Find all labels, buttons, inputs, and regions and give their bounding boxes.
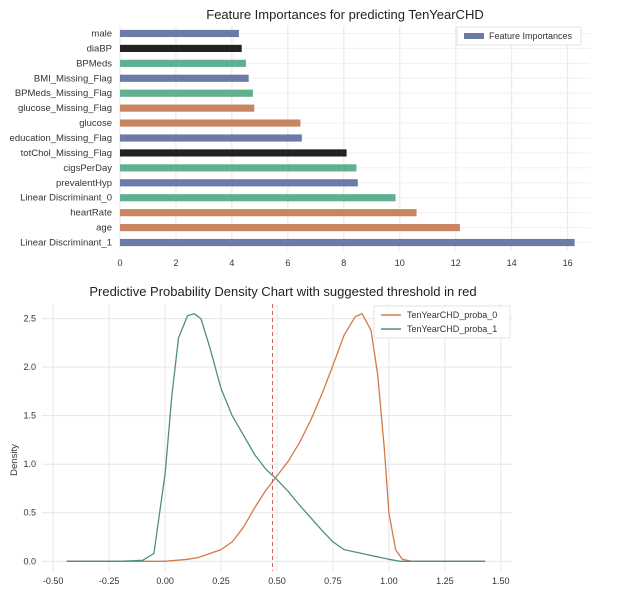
chart1-legend-label: Feature Importances xyxy=(489,31,573,41)
chart2-ytick-label: 2.0 xyxy=(23,362,36,372)
chart2-ylabel: Density xyxy=(9,444,20,476)
chart2-ytick-label: 0.5 xyxy=(23,508,36,518)
chart1-legend: Feature Importances xyxy=(456,26,582,46)
chart1-category-label: Linear Discriminant_0 xyxy=(20,193,112,204)
legend-label-proba-1: TenYearCHD_proba_1 xyxy=(407,324,497,334)
density-line-tenyearchd-proba-0 xyxy=(66,313,486,562)
bar-bmi-missing-flag xyxy=(120,74,249,82)
chart2-legend: TenYearCHD_proba_0 TenYearCHD_proba_1 xyxy=(373,305,511,339)
chart1-title: Feature Importances for predicting TenYe… xyxy=(206,7,483,22)
chart2-ytick-label: 1.5 xyxy=(23,411,36,421)
probability-density-chart: Predictive Probability Density Chart wit… xyxy=(9,284,512,586)
chart2-title: Predictive Probability Density Chart wit… xyxy=(89,284,476,299)
chart1-xtick-label: 10 xyxy=(395,258,405,268)
bar-age xyxy=(120,224,460,232)
bar-linear-discriminant-1 xyxy=(120,238,575,247)
chart1-xtick-label: 16 xyxy=(563,258,573,268)
feature-importance-chart: Feature Importances for predicting TenYe… xyxy=(10,7,590,268)
chart2-xtick-label: 1.25 xyxy=(436,576,454,586)
bar-linear-discriminant-0 xyxy=(120,194,396,202)
bar-male xyxy=(120,29,239,38)
chart1-xtick-label: 12 xyxy=(451,258,461,268)
chart1-xtick-label: 0 xyxy=(117,258,122,268)
bar-cigsperday xyxy=(120,164,357,172)
chart1-category-label: Linear Discriminant_1 xyxy=(20,238,112,249)
chart1-category-label: education_Missing_Flag xyxy=(10,133,112,144)
bar-totchol-missing-flag xyxy=(120,149,347,157)
bar-diabp xyxy=(120,44,242,52)
chart1-xtick-label: 4 xyxy=(229,258,234,268)
chart2-xtick-label: 0.00 xyxy=(156,576,174,586)
chart1-category-label: male xyxy=(91,28,112,39)
chart2-xtick-label: -0.50 xyxy=(43,576,64,586)
chart1-category-label: BMI_Missing_Flag xyxy=(34,73,112,84)
chart1-category-label: BPMeds_Missing_Flag xyxy=(15,88,112,99)
bar-education-missing-flag xyxy=(120,134,302,142)
chart1-category-label: glucose xyxy=(79,118,112,129)
chart2-xtick-label: 1.00 xyxy=(380,576,398,586)
chart1-category-label: BPMeds xyxy=(76,58,112,69)
bar-glucose-missing-flag xyxy=(120,104,255,112)
chart1-xtick-label: 6 xyxy=(285,258,290,268)
chart2-xtick-label: 0.75 xyxy=(324,576,342,586)
chart1-legend-swatch xyxy=(464,33,484,39)
chart1-category-label: diaBP xyxy=(87,43,112,54)
chart2-ytick-label: 2.5 xyxy=(23,314,36,324)
chart1-category-label: totChol_Missing_Flag xyxy=(21,148,112,159)
chart1-category-label: prevalentHyp xyxy=(56,178,112,189)
chart1-category-label: cigsPerDay xyxy=(63,163,112,174)
chart2-xtick-label: -0.25 xyxy=(99,576,120,586)
chart1-category-label: heartRate xyxy=(70,208,112,219)
chart2-xtick-label: 1.50 xyxy=(492,576,510,586)
chart1-xtick-label: 8 xyxy=(341,258,346,268)
bar-bpmeds xyxy=(120,59,246,67)
chart2-xtick-label: 0.50 xyxy=(268,576,286,586)
chart2-xtick-label: 0.25 xyxy=(212,576,230,586)
bar-heartrate xyxy=(120,209,417,217)
chart2-ytick-label: 0.0 xyxy=(23,556,36,566)
density-line-tenyearchd-proba-1 xyxy=(66,313,486,562)
legend-label-proba-0: TenYearCHD_proba_0 xyxy=(407,310,497,320)
chart1-category-label: age xyxy=(96,223,112,234)
chart1-xtick-label: 14 xyxy=(507,258,517,268)
bar-glucose xyxy=(120,119,301,127)
chart1-category-label: glucose_Missing_Flag xyxy=(18,103,112,114)
chart2-ytick-label: 1.0 xyxy=(23,459,36,469)
chart1-xtick-label: 2 xyxy=(173,258,178,268)
bar-bpmeds-missing-flag xyxy=(120,89,253,97)
bar-prevalenthyp xyxy=(120,179,358,187)
